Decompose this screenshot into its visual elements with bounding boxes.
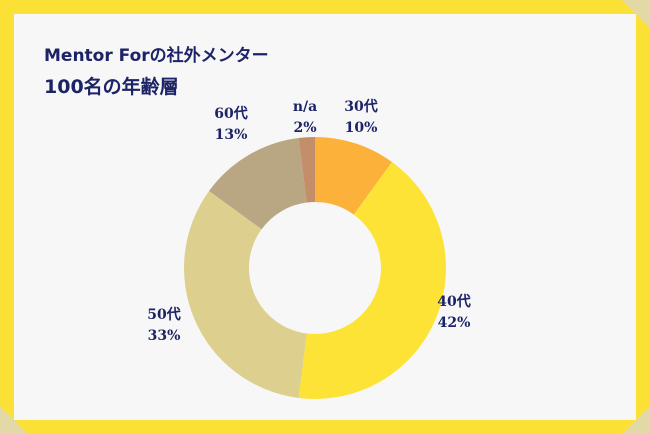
slice-label-category: 30代 [344,98,377,115]
donut-chart: 30代 10% 40代 42% 50代 33% 60代 13% n/a 2% [147,98,471,400]
slice-label-value: 42% [438,315,471,331]
chart-card: Mentor Forの社外メンター 100名の年齢層 30代 10% 40代 42% 5… [14,14,636,420]
chart-title-line2: 100名の年齢層 [44,76,179,98]
slice-40s [298,162,447,400]
slice-label-category: n/a [293,99,317,115]
slice-label-value: 13% [215,127,248,143]
slice-na [298,137,315,203]
slice-label-category: 50代 [147,306,180,323]
chart-title-line1: Mentor Forの社外メンター [44,46,269,66]
slice-label-value: 2% [293,120,316,136]
slice-label-category: 40代 [437,293,470,310]
slice-label-value: 10% [345,120,378,136]
slice-50s [184,191,307,398]
slice-label-category: 60代 [214,105,247,122]
slice-label-value: 33% [148,328,181,344]
slice-30s [315,137,392,215]
slice-60s [209,138,307,230]
